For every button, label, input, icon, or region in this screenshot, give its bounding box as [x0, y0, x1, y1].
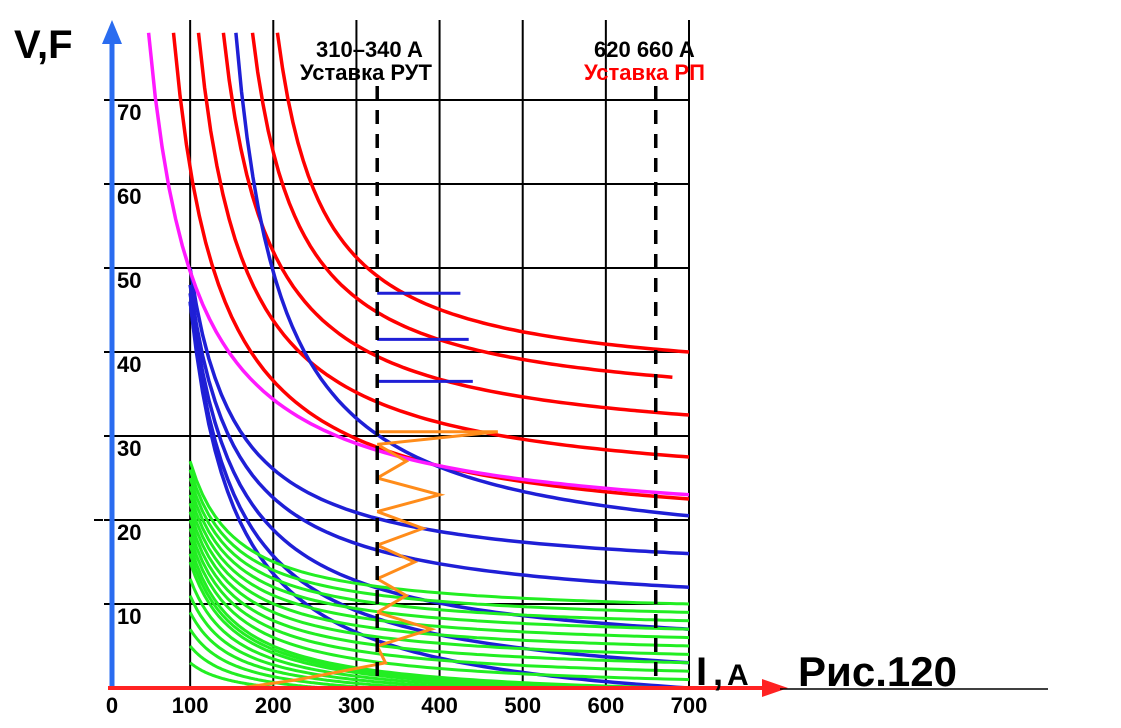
curve-green [188, 511, 690, 656]
x-axis-unit: A [727, 659, 749, 692]
x-axis-label: I [696, 650, 707, 694]
x-tick-label: 100 [172, 693, 209, 718]
y-tick-label: 60 [117, 184, 141, 209]
curve-blue [188, 284, 690, 589]
curve-green [188, 519, 690, 665]
orange-step [376, 510, 428, 547]
y-tick-label: 40 [117, 352, 141, 377]
curve-green [188, 628, 374, 690]
curve-green [188, 477, 690, 623]
figure-caption: Рис.120 [798, 648, 957, 695]
characteristic-curves [146, 32, 690, 690]
v-axis-arrow [102, 20, 122, 44]
rut-setting-label: Уставка РУТ [300, 60, 432, 85]
curve-green [188, 485, 690, 631]
rut-range-label: 310–340 A [316, 37, 423, 62]
curve-red [250, 32, 673, 379]
y-tick-label: 70 [117, 100, 141, 125]
x-tick-label: 500 [504, 693, 541, 718]
x-tick-label: 400 [421, 693, 458, 718]
y-tick-label: 10 [117, 604, 141, 629]
orange-step [376, 443, 410, 480]
curve-green [188, 578, 523, 690]
x-tick-label: 700 [671, 693, 708, 718]
y-axis-label: V,F [14, 23, 73, 67]
x-tick-label: 300 [338, 693, 375, 718]
curve-green [188, 561, 573, 690]
curve-green [188, 645, 324, 690]
orange-step [377, 430, 498, 446]
curve-green [188, 544, 673, 690]
curve-green [188, 502, 690, 648]
curve-blue [188, 301, 690, 690]
orange-step [297, 645, 388, 682]
x-tick-labels: 0 100 200 300 400 500 600 700 [106, 693, 707, 718]
curve-red [275, 32, 690, 354]
y-tick-label: 20 [117, 520, 141, 545]
x-tick-label: 600 [587, 693, 624, 718]
i-axis-arrow [762, 679, 788, 697]
curve-blue [234, 32, 690, 518]
curve-green [188, 594, 473, 690]
y-tick-label: 50 [117, 268, 141, 293]
curve-green [188, 536, 690, 682]
curve-blue [188, 267, 690, 556]
orange-step [376, 610, 437, 648]
x-tick-label: 0 [106, 693, 118, 718]
orange-step [376, 476, 446, 514]
orange-step [376, 543, 419, 581]
rp-setting-label: Уставка РП [584, 60, 705, 85]
curve-green [188, 469, 690, 614]
rp-range-label: 620 660 A [594, 37, 695, 62]
curve-green [188, 494, 690, 640]
orange-step [376, 577, 410, 614]
x-tick-label: 200 [255, 693, 292, 718]
curve-green [188, 460, 690, 606]
curve-red [221, 32, 690, 417]
curve-red [196, 32, 690, 459]
x-axis-comma: , [713, 652, 723, 693]
step-transitions [239, 291, 498, 690]
curve-green [188, 553, 623, 690]
curve-blue [188, 292, 690, 631]
curve-magenta [146, 32, 690, 497]
curve-red [171, 32, 690, 501]
y-tick-label: 30 [117, 436, 141, 461]
curve-green [188, 527, 690, 673]
y-tick-labels: 10 20 30 40 50 60 70 [117, 100, 141, 629]
